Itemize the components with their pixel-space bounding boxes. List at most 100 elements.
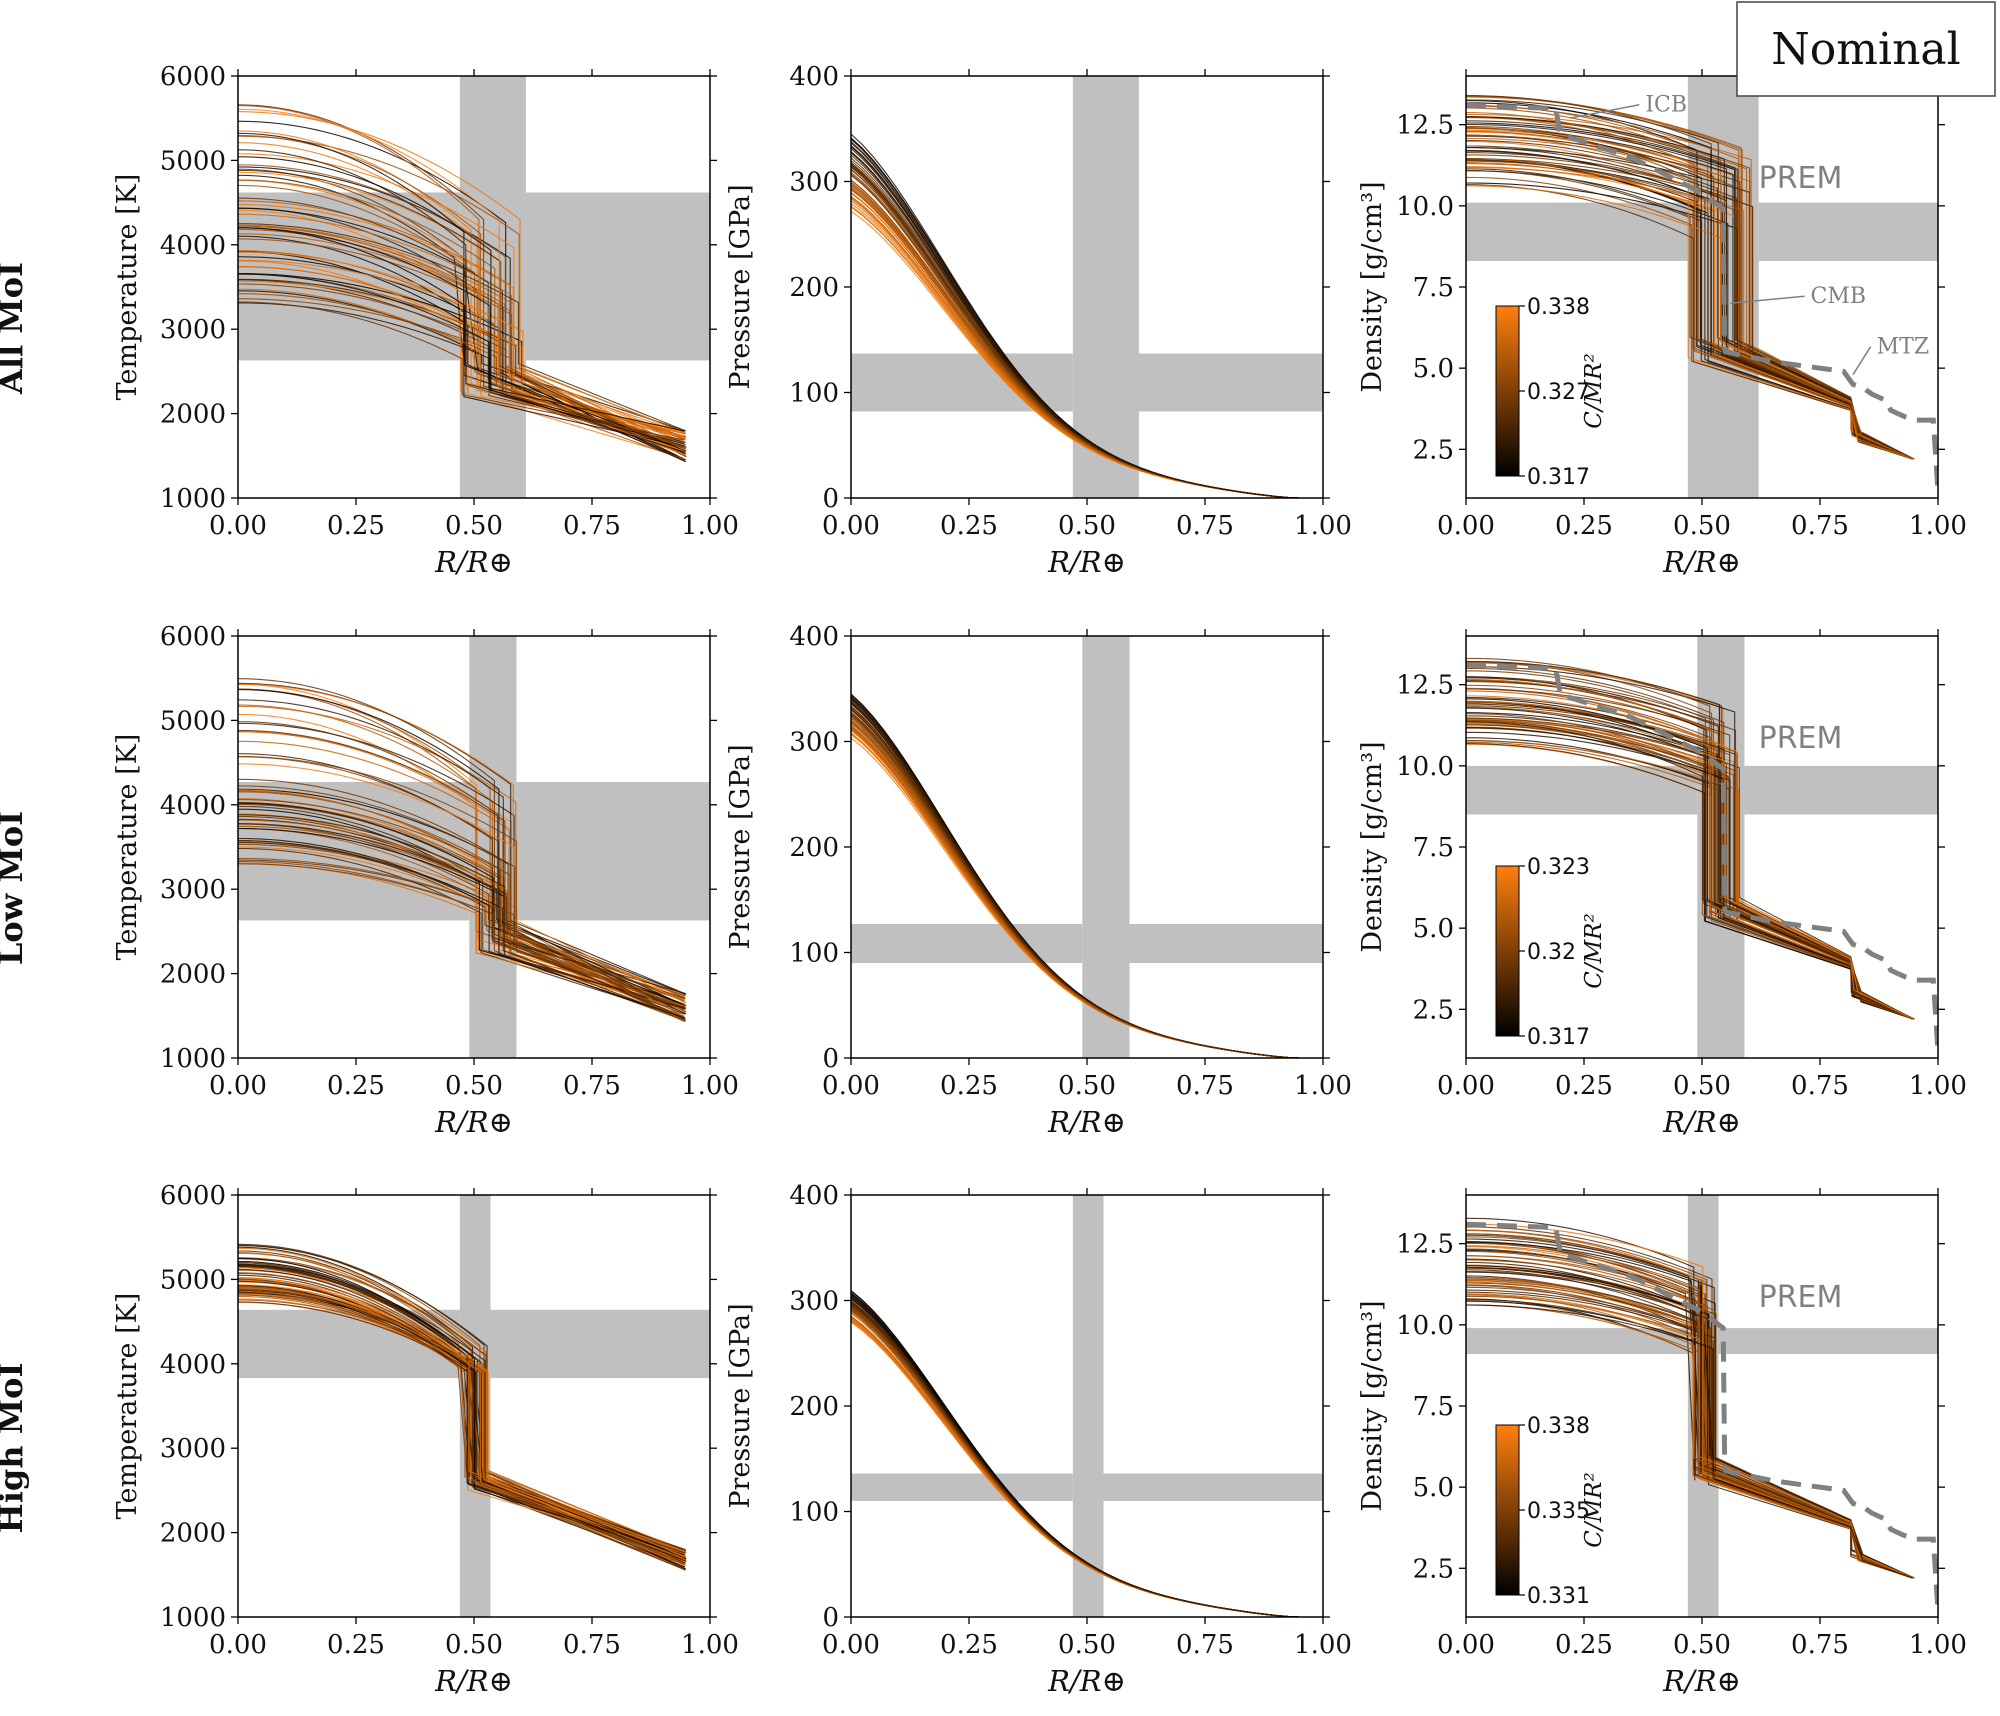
y-tick-label: 300 xyxy=(789,728,839,758)
profile-curve xyxy=(238,209,685,459)
prem-label: PREM xyxy=(1759,1280,1843,1315)
colorbar-label: C/MR² xyxy=(1581,353,1607,428)
y-tick-label: 3000 xyxy=(160,875,226,905)
y-tick-label: 6000 xyxy=(160,1181,226,1211)
row-label-low-moi: Low MoI xyxy=(0,811,30,965)
profile-curve xyxy=(238,857,686,1022)
profile-curve xyxy=(238,799,687,1021)
y-tick-label: 3000 xyxy=(160,315,226,345)
y-tick-label: 6000 xyxy=(160,622,226,652)
profile-curve xyxy=(851,711,1298,1058)
y-tick-label: 400 xyxy=(789,1181,839,1211)
profile-curve xyxy=(851,702,1299,1058)
profile-curve xyxy=(851,714,1299,1058)
profile-curve xyxy=(851,719,1299,1058)
core-radius-band xyxy=(1072,76,1139,498)
core-radius-band xyxy=(1072,1195,1104,1617)
profile-curve xyxy=(1466,130,1913,460)
y-tick-label: 200 xyxy=(789,833,839,863)
profile-curve xyxy=(851,693,1298,1058)
x-tick-label: 0.25 xyxy=(1555,1071,1613,1101)
colorbar-tick-label: 0.338 xyxy=(1527,1414,1590,1439)
y-tick-label: 0 xyxy=(822,1044,839,1074)
colorbar xyxy=(1495,1424,1520,1596)
cmb-value-band xyxy=(1103,1473,1323,1501)
profile-curve xyxy=(238,1260,685,1556)
y-tick-label: 3000 xyxy=(160,1434,226,1464)
profile-curves xyxy=(1466,1217,1915,1579)
x-tick-label: 1.00 xyxy=(1909,1071,1967,1101)
profile-curve xyxy=(238,111,687,435)
x-tick-label: 0.75 xyxy=(1791,511,1849,541)
y-tick-label: 100 xyxy=(789,1498,839,1528)
profile-curve xyxy=(238,149,685,445)
colorbar-tick-label: 0.317 xyxy=(1527,465,1590,490)
profile-curve xyxy=(851,712,1298,1058)
colorbar xyxy=(1495,305,1520,477)
x-tick-label: 0.75 xyxy=(563,511,621,541)
y-tick-label: 4000 xyxy=(160,1350,226,1380)
profile-curves xyxy=(238,1243,687,1571)
profile-curve xyxy=(238,755,686,1007)
profile-curve xyxy=(238,683,685,996)
profile-curve xyxy=(238,169,687,458)
y-tick-label: 100 xyxy=(789,379,839,409)
profile-curve xyxy=(238,1277,686,1553)
cmb-value-band xyxy=(1466,1328,1688,1355)
profile-curve xyxy=(851,702,1300,1058)
y-tick-label: 400 xyxy=(789,622,839,652)
profile-curve xyxy=(851,708,1298,1058)
profile-curve xyxy=(851,693,1298,1058)
profile-curve xyxy=(1466,717,1913,1020)
x-axis-label: R/R⊕ xyxy=(434,1105,513,1139)
profile-curve xyxy=(238,847,686,1019)
profile-curve xyxy=(851,708,1298,1058)
x-axis-label: R/R⊕ xyxy=(1047,1664,1126,1698)
y-tick-label: 6000 xyxy=(160,62,226,92)
profile-curves xyxy=(851,133,1300,498)
colorbar-tick-label: 0.338 xyxy=(1527,295,1590,320)
cmb-value-band xyxy=(1466,202,1688,262)
panel-grid: 0.00 0.25 0.50 0.75 1.00R/R⊕1000200030004000… xyxy=(112,62,1967,1698)
profile-curve xyxy=(851,705,1299,1058)
x-tick-label: 0.00 xyxy=(1437,1071,1495,1101)
profile-curve xyxy=(851,713,1298,1058)
prem-curve xyxy=(1466,1221,1938,1611)
y-tick-label: 2000 xyxy=(160,960,226,990)
profile-curve xyxy=(238,227,687,452)
profile-curve xyxy=(1466,1255,1914,1579)
profile-curve xyxy=(238,823,686,1015)
profile-curve xyxy=(851,725,1298,1058)
profile-curve xyxy=(238,1274,685,1554)
y-tick-label: 2.5 xyxy=(1413,995,1454,1025)
cmb-value-band xyxy=(1744,765,1938,815)
cmb-value-band xyxy=(490,1309,710,1379)
prem-curve xyxy=(1466,102,1938,492)
y-tick-label: 0 xyxy=(822,484,839,514)
y-tick-label: 1000 xyxy=(160,1603,226,1633)
profile-curve xyxy=(851,716,1300,1058)
profile-curve xyxy=(238,1267,687,1558)
profile-curve xyxy=(851,715,1298,1058)
panel-high-moi-pressure: 0.00 0.25 0.50 0.75 1.00 R/R⊕ 0 100 200 300 400 Pre… xyxy=(725,1181,1352,1698)
panel-high-moi-density: PREM 0.00 0.25 0.50 0.75 1.00 R/R⊕ 2.5 5.0 7.5 10.… xyxy=(1357,1188,1967,1698)
y-axis-label: Temperature [K] xyxy=(112,734,143,961)
profile-curve xyxy=(238,301,685,441)
y-tick-label: 200 xyxy=(789,273,839,303)
profile-curve xyxy=(851,724,1298,1058)
profile-curve xyxy=(238,763,687,1004)
profile-curve xyxy=(1466,1245,1914,1579)
annotation-cmb: CMB xyxy=(1811,284,1867,309)
cmb-value-band xyxy=(1466,765,1698,815)
x-axis-label: R/R⊕ xyxy=(434,545,513,579)
profile-curve xyxy=(851,702,1300,1058)
y-tick-label: 2000 xyxy=(160,1519,226,1549)
colorbar xyxy=(1495,865,1520,1037)
x-tick-label: 1.00 xyxy=(1909,1630,1967,1660)
x-tick-label: 1.00 xyxy=(1294,1630,1352,1660)
profile-curves xyxy=(851,1290,1300,1617)
profile-curve xyxy=(851,712,1298,1058)
y-tick-label: 100 xyxy=(789,939,839,969)
profile-curve xyxy=(851,702,1299,1058)
profile-curve xyxy=(1466,1242,1914,1579)
